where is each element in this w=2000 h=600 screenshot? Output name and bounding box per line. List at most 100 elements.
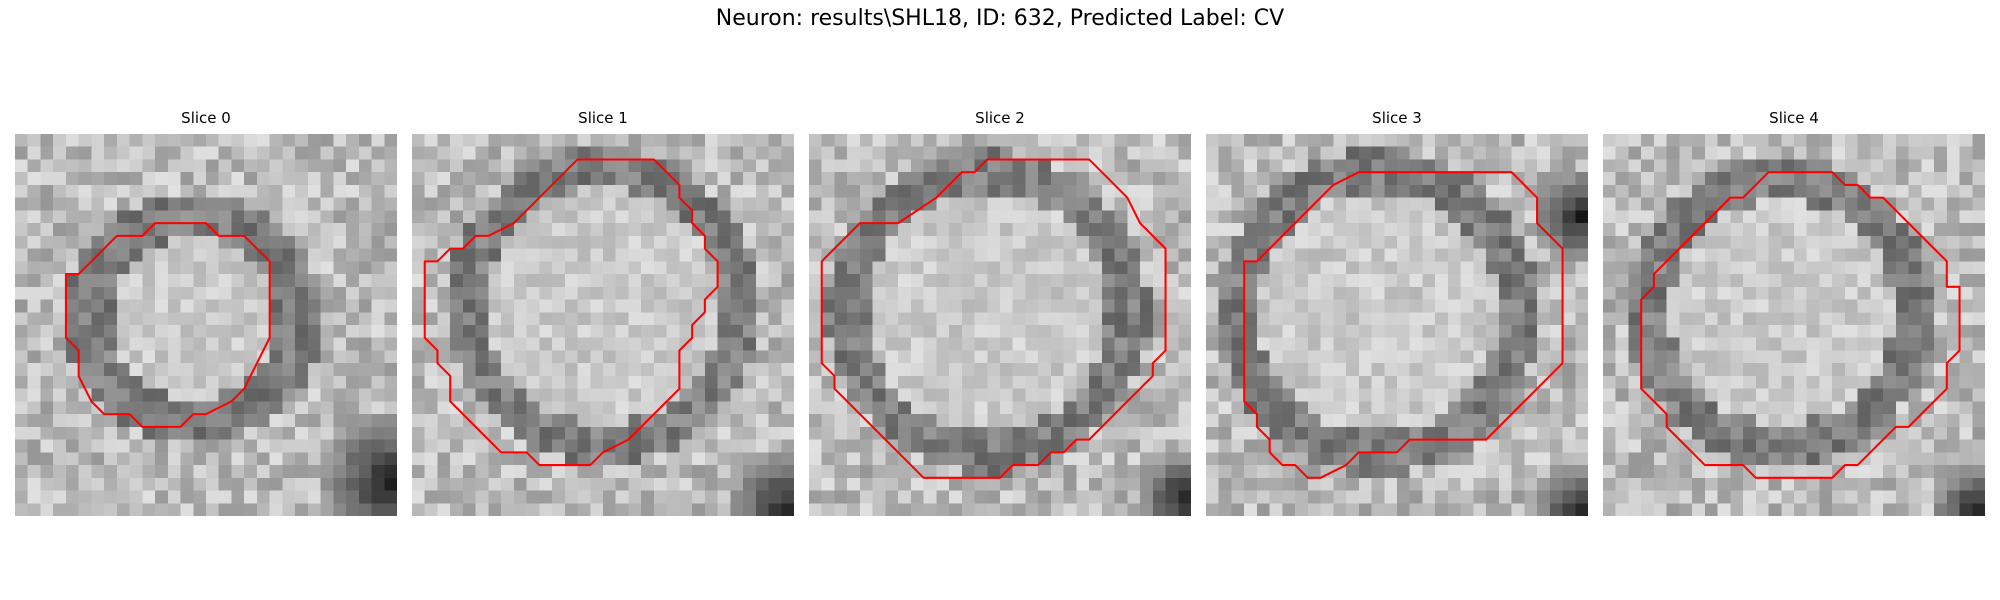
pixel (628, 401, 642, 415)
pixel (412, 184, 426, 199)
pixel (231, 337, 245, 352)
pixel (1628, 325, 1642, 339)
pixel (65, 274, 80, 288)
pixel (1114, 134, 1128, 148)
pixel (1178, 363, 1191, 377)
pixel (1895, 159, 1910, 173)
pixel (27, 490, 42, 504)
pixel (923, 286, 937, 301)
pixel (1140, 477, 1154, 492)
pixel (1114, 299, 1128, 313)
pixel (1743, 452, 1757, 466)
pixel (15, 235, 29, 250)
pixel (1012, 210, 1027, 224)
pixel (821, 184, 836, 199)
pixel (15, 312, 29, 326)
pixel (1486, 134, 1500, 148)
pixel (552, 439, 566, 453)
pixel (1832, 197, 1846, 212)
pixel (1333, 401, 1347, 415)
pixel (1447, 248, 1462, 262)
pixel (781, 325, 794, 339)
pixel (1256, 477, 1271, 492)
pixel (949, 477, 963, 492)
pixel (603, 172, 617, 186)
pixel (129, 146, 143, 161)
pixel (256, 159, 271, 173)
pixel (1692, 261, 1706, 275)
pixel (1206, 261, 1220, 275)
pixel (320, 146, 334, 161)
pixel (961, 159, 976, 173)
pixel (218, 248, 233, 262)
pixel (615, 197, 630, 212)
pixel (1768, 146, 1782, 161)
pixel (1615, 337, 1630, 352)
pixel (27, 197, 42, 212)
pixel (1269, 388, 1284, 403)
pixel (295, 426, 309, 441)
pixel (872, 375, 887, 390)
pixel (1653, 197, 1668, 212)
pixel (1628, 375, 1642, 390)
pixel (552, 325, 566, 339)
pixel (437, 337, 451, 352)
pixel (781, 503, 794, 516)
pixel (488, 426, 502, 441)
pixel (1666, 452, 1681, 466)
pixel (231, 465, 245, 479)
pixel (104, 159, 118, 173)
pixel (1857, 401, 1872, 415)
pixel (1000, 184, 1014, 199)
pixel (1127, 490, 1141, 504)
pixel (809, 325, 823, 339)
pixel (1358, 477, 1373, 492)
pixel (1307, 261, 1322, 275)
pixel (1781, 223, 1795, 237)
pixel (475, 503, 490, 516)
pixel (1743, 235, 1757, 250)
pixel (1870, 184, 1884, 199)
pixel (1844, 312, 1859, 326)
pixel (78, 172, 93, 186)
pixel (821, 172, 836, 186)
pixel (27, 146, 42, 161)
pixel (704, 197, 719, 212)
pixel (1000, 274, 1014, 288)
pixel (1101, 134, 1116, 148)
pixel (1679, 388, 1693, 403)
pixel (1346, 146, 1360, 161)
pixel (1038, 350, 1052, 364)
pixel (1895, 223, 1910, 237)
pixel (1883, 452, 1897, 466)
pixel (1549, 286, 1564, 301)
pixel (1562, 197, 1576, 212)
pixel (206, 337, 220, 352)
pixel (1282, 477, 1296, 492)
pixel (1641, 235, 1655, 250)
pixel (1000, 248, 1014, 262)
pixel (116, 325, 131, 339)
pixel (155, 401, 169, 415)
pixel (1256, 503, 1271, 516)
pixel (1435, 465, 1449, 479)
pixel (552, 337, 566, 352)
pixel (1409, 490, 1424, 504)
pixel (1704, 274, 1719, 288)
pixel (1101, 235, 1116, 250)
pixel (526, 299, 540, 313)
pixel (1473, 375, 1487, 390)
pixel (462, 375, 477, 390)
pixel (1575, 146, 1588, 161)
pixel (704, 414, 719, 428)
pixel (1152, 146, 1167, 161)
pixel (231, 261, 245, 275)
pixel (462, 274, 477, 288)
pixel (1549, 312, 1564, 326)
pixel (1794, 452, 1808, 466)
pixel (1397, 452, 1411, 466)
pixel (1447, 426, 1462, 441)
pixel (231, 477, 245, 492)
pixel (1844, 490, 1859, 504)
pixel (1934, 261, 1948, 275)
